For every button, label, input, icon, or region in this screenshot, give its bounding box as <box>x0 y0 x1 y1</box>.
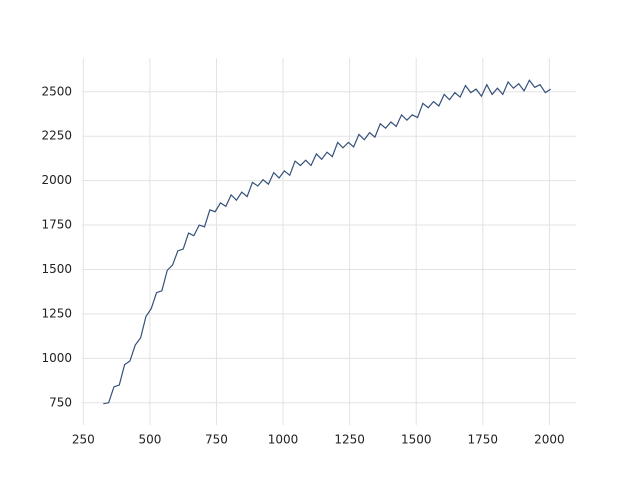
y-tick-label: 2000 <box>41 173 72 187</box>
x-tick-label: 1500 <box>401 433 432 447</box>
x-tick-label: 500 <box>138 433 161 447</box>
y-tick-label: 1500 <box>41 262 72 276</box>
x-tick-label: 750 <box>205 433 228 447</box>
x-tick-label: 1250 <box>334 433 365 447</box>
y-tick-label: 1250 <box>41 306 72 320</box>
y-tick-label: 1750 <box>41 218 72 232</box>
x-tick-label: 2000 <box>534 433 565 447</box>
x-tick-label: 1000 <box>268 433 299 447</box>
x-tick-label: 1750 <box>468 433 499 447</box>
y-tick-label: 1000 <box>41 351 72 365</box>
y-tick-label: 2500 <box>41 84 72 98</box>
y-tick-label: 2250 <box>41 129 72 143</box>
data-line <box>103 79 552 405</box>
x-tick-label: 250 <box>72 433 95 447</box>
y-tick-label: 750 <box>49 395 72 409</box>
